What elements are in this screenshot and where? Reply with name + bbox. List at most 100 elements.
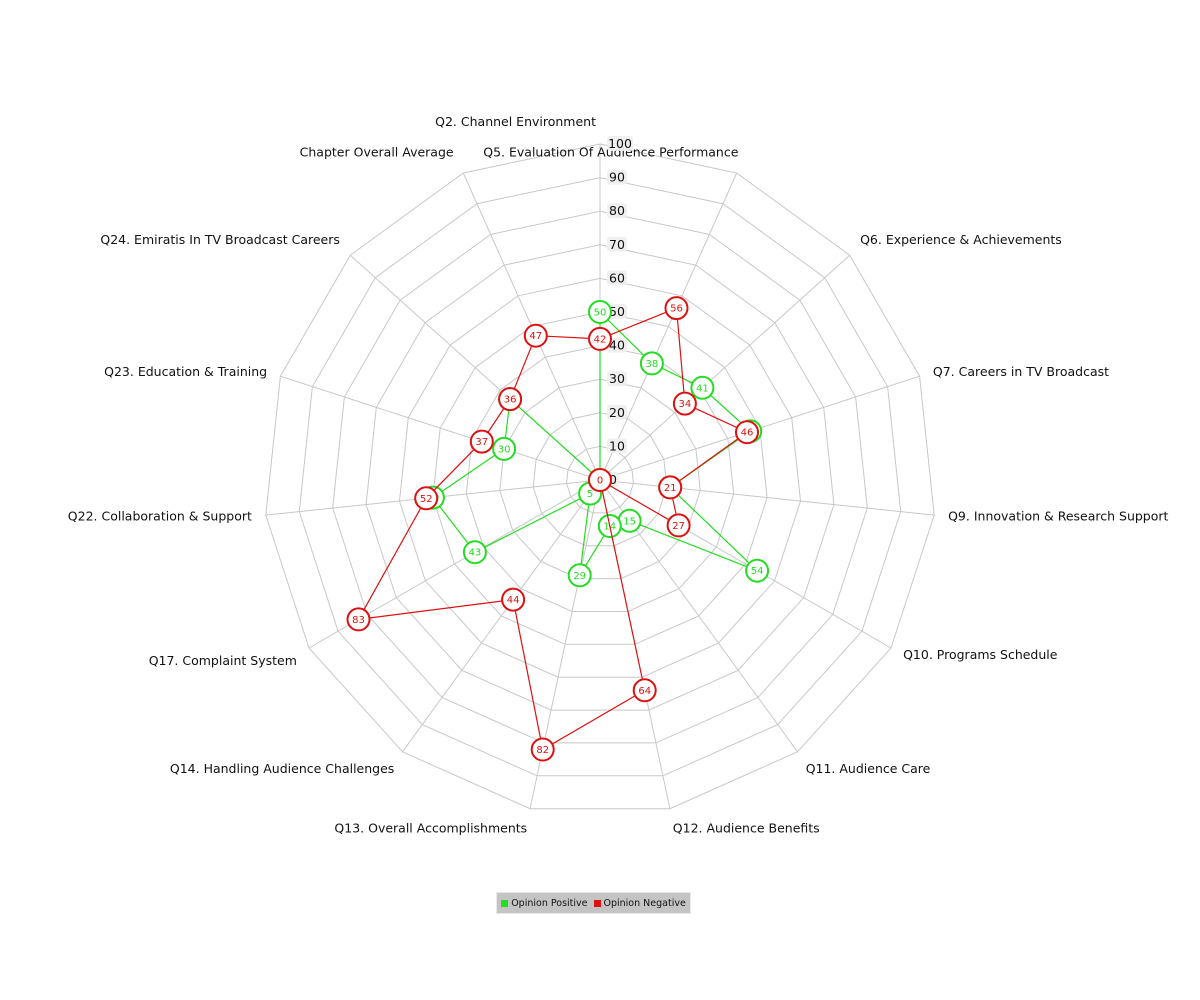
data-label: 0: [597, 476, 603, 487]
legend: Opinion Positive Opinion Negative: [496, 892, 691, 914]
axis-label: Q7. Careers in TV Broadcast: [933, 364, 1109, 379]
data-label: 50: [594, 308, 607, 319]
grid-spoke: [280, 375, 601, 481]
data-point[interactable]: 30: [492, 436, 517, 461]
svg-text:90: 90: [609, 170, 625, 185]
svg-text:10: 10: [609, 438, 625, 453]
legend-item-positive[interactable]: Opinion Positive: [501, 897, 588, 909]
data-point[interactable]: 15: [617, 508, 642, 533]
legend-label-positive: Opinion Positive: [511, 897, 588, 909]
axis-label: Q23. Education & Training: [104, 364, 267, 379]
legend-label-negative: Opinion Negative: [603, 897, 686, 909]
data-point[interactable]: 44: [501, 587, 526, 612]
svg-text:70: 70: [609, 237, 625, 252]
data-point[interactable]: 56: [664, 296, 689, 321]
data-label: 54: [751, 566, 764, 577]
data-label: 52: [420, 494, 433, 505]
svg-text:20: 20: [609, 405, 625, 420]
grid-ring: [499, 378, 701, 580]
grid-spoke: [402, 479, 601, 753]
tick-label: 80: [607, 203, 627, 219]
axis-label: Q24. Emiratis In TV Broadcast Careers: [100, 232, 340, 247]
series-line: [432, 310, 758, 576]
svg-text:80: 80: [609, 203, 625, 218]
data-point[interactable]: 82: [530, 737, 555, 762]
tick-label: 30: [607, 371, 627, 387]
grid-spoke: [599, 254, 851, 481]
data-point[interactable]: 64: [632, 678, 657, 703]
axis-label: Q12. Audience Benefits: [673, 820, 820, 835]
axis-label: Q22. Collaboration & Support: [68, 509, 252, 524]
grid-ring: [432, 311, 768, 645]
grid-ring: [332, 210, 868, 744]
series-line: [357, 307, 749, 751]
data-point[interactable]: 46: [735, 420, 759, 445]
data-point[interactable]: 50: [588, 300, 612, 324]
series-negative: 42 56 34 46 21 27 0 64 82 44 83 52 37 36 47: [346, 296, 759, 762]
data-point[interactable]: 38: [639, 351, 664, 376]
grid-ring: [465, 345, 735, 612]
grid-ring: [298, 177, 902, 777]
data-point[interactable]: 21: [658, 475, 683, 500]
axis-label: Chapter Overall Average: [300, 144, 454, 159]
data-label: 64: [638, 686, 651, 697]
data-point[interactable]: 54: [745, 558, 770, 583]
data-point[interactable]: 83: [346, 607, 371, 632]
legend-swatch-positive: [501, 899, 509, 907]
grid-ring: [398, 277, 802, 678]
data-label: 30: [498, 444, 511, 455]
data-point[interactable]: 29: [567, 563, 592, 588]
axis-label: Q10. Programs Schedule: [903, 647, 1058, 662]
grid-ring: [365, 244, 835, 711]
data-point[interactable]: 36: [498, 387, 523, 412]
axis-label: Q17. Complaint System: [149, 653, 297, 668]
tick-label: 90: [607, 169, 627, 185]
svg-text:30: 30: [609, 371, 625, 386]
tick-label: 40: [607, 337, 627, 353]
data-label: 83: [352, 615, 365, 626]
axis-label: Q5. Evaluation Of Audience Performance: [483, 144, 738, 159]
data-point[interactable]: 37: [469, 429, 494, 454]
legend-item-negative[interactable]: Opinion Negative: [593, 897, 686, 909]
data-label: 43: [469, 548, 482, 559]
grid-spoke: [599, 172, 738, 481]
axis-label: Q13. Overall Accomplishments: [334, 820, 527, 835]
data-point[interactable]: 27: [666, 513, 691, 538]
axis-label: Q11. Audience Care: [806, 761, 931, 776]
series-layer: 5038414721541514295435030360425634462127…: [346, 296, 770, 762]
grid-ring: [566, 445, 634, 514]
data-label: 47: [529, 331, 542, 342]
data-label: 42: [594, 334, 607, 345]
data-point[interactable]: 47: [523, 323, 548, 348]
axis-labels: Q2. Channel Environment Q5. Evaluation Of…: [68, 114, 1169, 835]
grid-ring: [265, 143, 935, 810]
data-label: 82: [536, 745, 549, 756]
data-label: 29: [573, 571, 586, 582]
tick-label: 100: [607, 136, 633, 151]
data-point[interactable]: 0: [588, 468, 612, 492]
data-point[interactable]: 34: [672, 391, 697, 416]
axis-label: Q6. Experience & Achievements: [860, 232, 1062, 247]
data-label: 44: [507, 595, 520, 606]
svg-text:40: 40: [609, 338, 625, 353]
tick-label: 50: [607, 304, 627, 319]
data-point[interactable]: 52: [414, 486, 439, 511]
tick-label: 70: [607, 236, 627, 252]
axis-label: Q9. Innovation & Research Support: [948, 509, 1168, 524]
data-label: 56: [670, 304, 683, 315]
tick-label: 20: [607, 404, 627, 420]
axis-label: Q14. Handling Audience Challenges: [170, 761, 394, 776]
data-point[interactable]: 43: [462, 540, 487, 565]
svg-text:100: 100: [608, 136, 632, 151]
legend-swatch-negative: [593, 899, 601, 907]
data-label: 27: [672, 521, 685, 532]
tick-label: 10: [607, 438, 627, 454]
svg-text:50: 50: [609, 304, 625, 319]
axis-label: Q2. Channel Environment: [435, 114, 596, 129]
data-point[interactable]: 42: [588, 326, 612, 351]
data-label: 5: [587, 489, 593, 500]
data-label: 46: [741, 428, 754, 439]
svg-text:60: 60: [609, 270, 625, 285]
data-point[interactable]: 41: [690, 375, 715, 400]
